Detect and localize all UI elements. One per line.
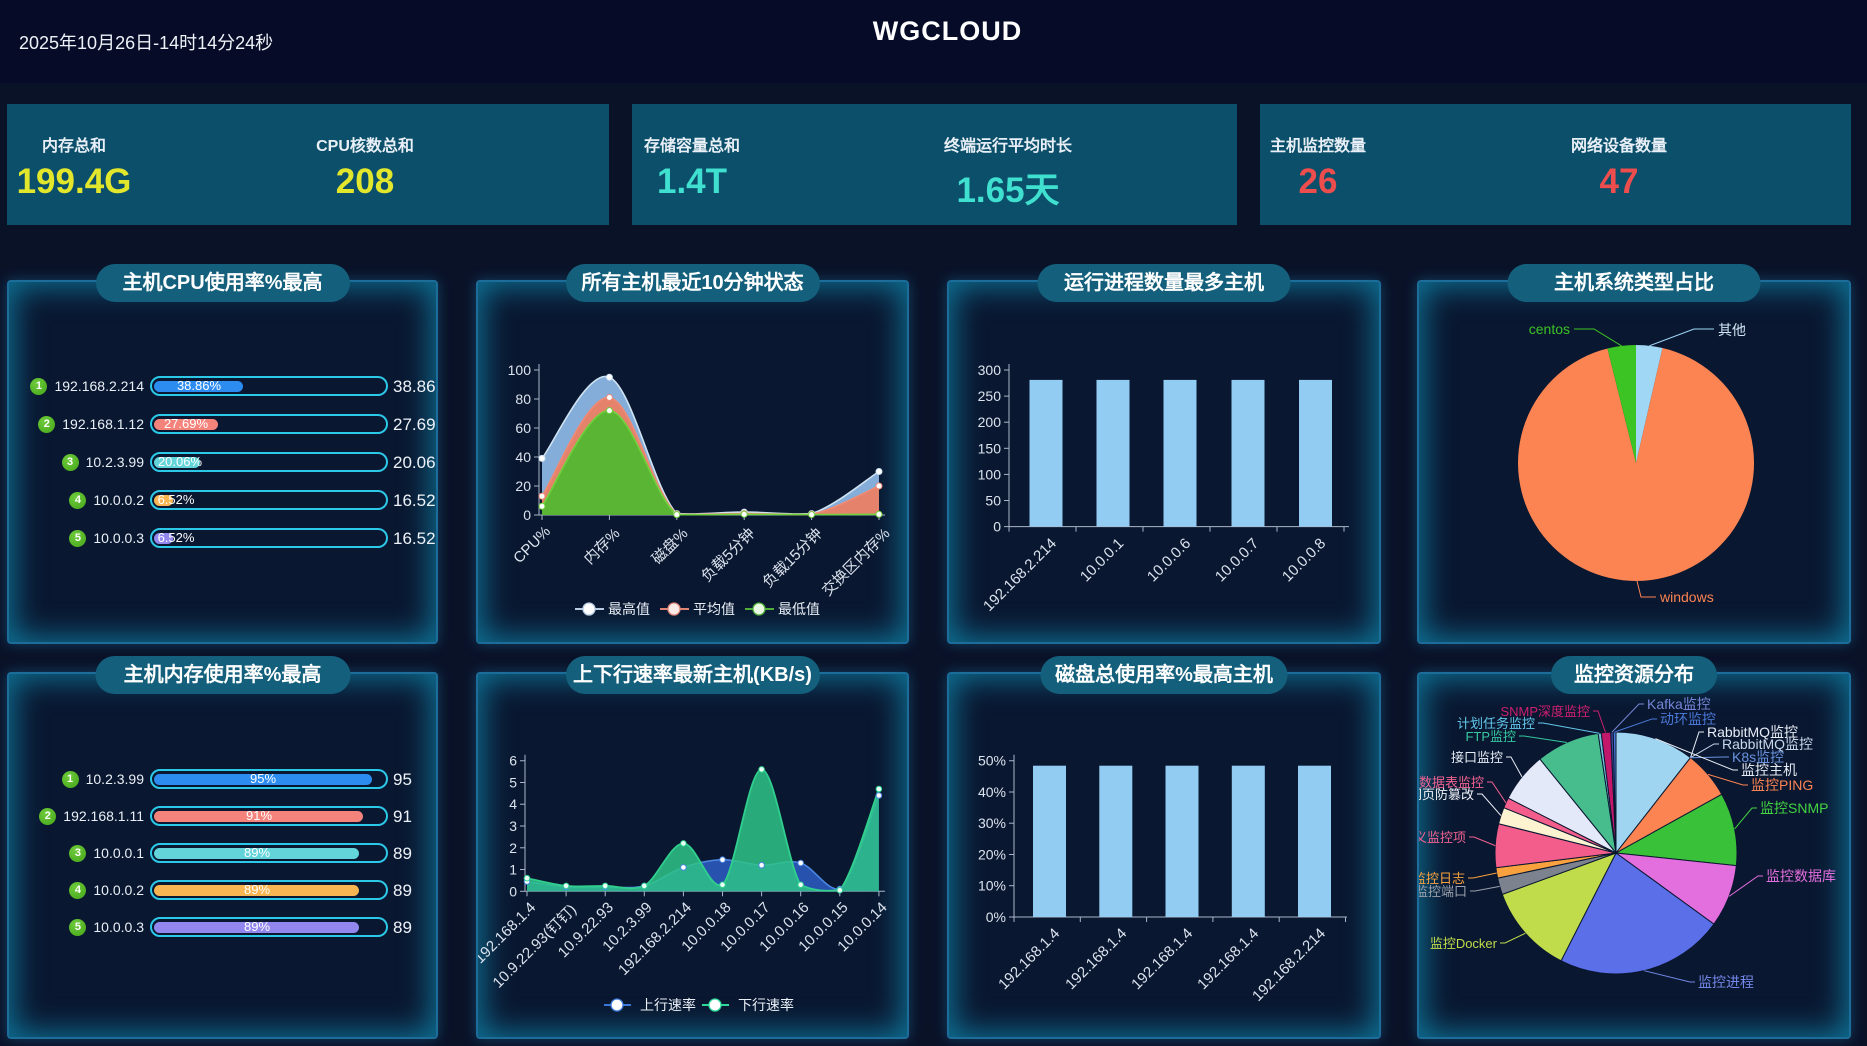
svg-text:80: 80 [515, 391, 531, 407]
svg-text:FTP监控: FTP监控 [1465, 729, 1516, 744]
svg-text:监控数据库: 监控数据库 [1766, 868, 1836, 884]
svg-text:0: 0 [993, 519, 1001, 535]
svg-text:0%: 0% [986, 909, 1006, 925]
svg-text:0: 0 [523, 507, 531, 523]
svg-text:40%: 40% [978, 784, 1006, 800]
svg-text:最高值: 最高值 [608, 601, 650, 617]
svg-text:监控PING: 监控PING [1751, 777, 1813, 793]
svg-text:RabbitMQ监控: RabbitMQ监控 [1722, 736, 1813, 752]
svg-text:最低值: 最低值 [778, 601, 820, 617]
svg-text:数据表监控: 数据表监控 [1419, 775, 1484, 790]
svg-text:其他: 其他 [1718, 322, 1746, 338]
svg-text:50%: 50% [978, 753, 1006, 769]
svg-text:接口监控: 接口监控 [1451, 750, 1503, 765]
svg-text:下行速率: 下行速率 [738, 997, 794, 1013]
svg-text:10%: 10% [978, 878, 1006, 894]
svg-text:20%: 20% [978, 847, 1006, 863]
svg-text:平均值: 平均值 [693, 601, 735, 617]
svg-text:RabbitMQ监控: RabbitMQ监控 [1707, 724, 1798, 740]
svg-text:K8s监控: K8s监控 [1732, 749, 1784, 765]
svg-text:监控主机: 监控主机 [1741, 762, 1797, 778]
svg-text:250: 250 [978, 388, 1002, 404]
svg-text:6: 6 [509, 753, 517, 769]
svg-text:windows: windows [1659, 589, 1714, 605]
svg-text:3: 3 [509, 818, 517, 834]
svg-text:监控进程: 监控进程 [1698, 974, 1754, 990]
svg-text:40: 40 [515, 449, 531, 465]
svg-text:centos: centos [1529, 321, 1570, 337]
svg-text:300: 300 [978, 362, 1002, 378]
svg-text:动环监控: 动环监控 [1660, 711, 1716, 727]
svg-text:50: 50 [985, 493, 1001, 509]
svg-text:上行速率: 上行速率 [640, 997, 696, 1013]
svg-text:自定义监控项: 自定义监控项 [1419, 830, 1466, 845]
svg-text:60: 60 [515, 420, 531, 436]
svg-text:网页防篡改: 网页防篡改 [1419, 787, 1474, 802]
svg-text:2: 2 [509, 840, 517, 856]
svg-text:30%: 30% [978, 815, 1006, 831]
svg-text:监控端口: 监控端口 [1419, 884, 1467, 899]
svg-text:0: 0 [509, 883, 517, 899]
svg-text:4: 4 [509, 796, 517, 812]
svg-text:200: 200 [978, 414, 1002, 430]
svg-text:Kafka监控: Kafka监控 [1647, 696, 1711, 712]
svg-text:150: 150 [978, 440, 1002, 456]
svg-text:SNMP深度监控: SNMP深度监控 [1500, 704, 1590, 719]
svg-text:100: 100 [978, 466, 1002, 482]
svg-text:1: 1 [509, 862, 517, 878]
svg-text:5: 5 [509, 775, 517, 791]
svg-text:监控SNMP: 监控SNMP [1760, 800, 1828, 816]
svg-text:监控日志: 监控日志 [1419, 871, 1465, 886]
svg-text:20: 20 [515, 478, 531, 494]
svg-text:计划任务监控: 计划任务监控 [1457, 716, 1535, 731]
svg-text:100: 100 [508, 362, 532, 378]
svg-text:监控Docker: 监控Docker [1430, 936, 1498, 951]
